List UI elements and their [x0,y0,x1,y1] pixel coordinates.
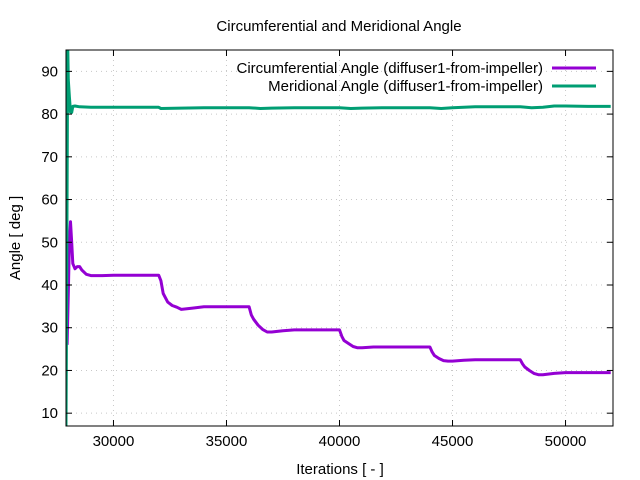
y-tick-label: 30 [41,320,58,337]
series-layer [66,50,611,426]
x-tick-label: 40000 [319,433,361,450]
y-tick-label: 80 [41,106,58,123]
grid-lines [66,50,613,426]
x-tick-label: 50000 [545,433,587,450]
y-tick-label: 40 [41,277,58,294]
y-tick-label: 20 [41,362,58,379]
legend-label-meridional: Meridional Angle (diffuser1-from-impelle… [268,78,543,95]
x-tick-label: 35000 [206,433,248,450]
y-tick-label: 90 [41,63,58,80]
legend: Circumferential Angle (diffuser1-from-im… [237,60,596,95]
x-tick-label: 30000 [93,433,135,450]
x-axis-label: Iterations [ - ] [296,461,384,478]
series-circumferential-line [66,220,611,377]
y-axis-label: Angle [ deg ] [7,196,24,280]
series-meridional-line [66,50,611,426]
legend-label-circumferential: Circumferential Angle (diffuser1-from-im… [237,60,544,77]
y-tick-label: 50 [41,234,58,251]
y-tick-label: 10 [41,405,58,422]
y-tick-label: 70 [41,149,58,166]
x-tick-label: 45000 [432,433,474,450]
chart-title: Circumferential and Meridional Angle [216,18,461,35]
y-tick-label: 60 [41,192,58,209]
axis-ticks: 30000 35000 40000 45000 50000 10 20 30 40 50 60 70 8… [41,50,613,450]
